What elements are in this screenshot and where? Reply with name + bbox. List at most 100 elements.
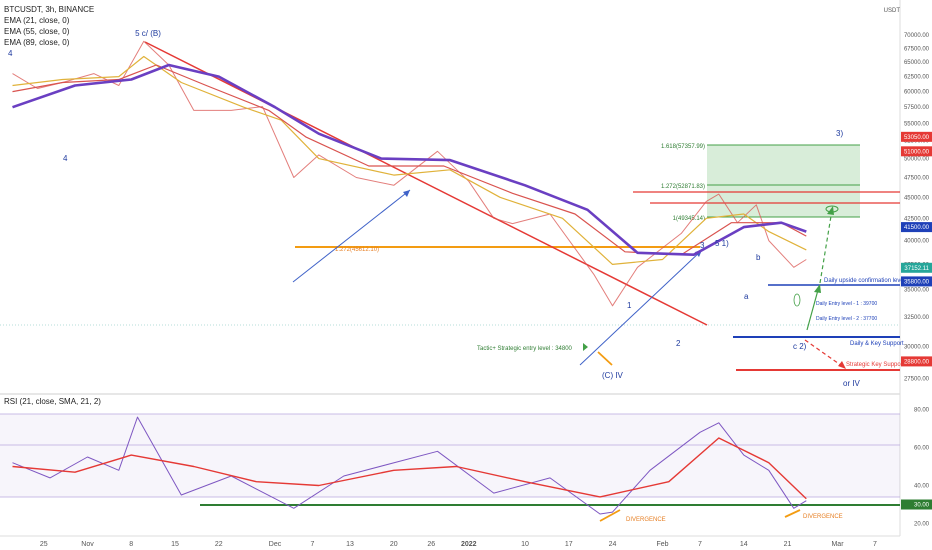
upside-projection-solid <box>806 289 819 331</box>
price-tick-label: 50000.00 <box>904 157 930 163</box>
entry-ellipse <box>793 293 801 307</box>
upside-arrow-head-1 <box>814 284 821 293</box>
price-divergence-mark <box>597 351 613 366</box>
wave-label-c2: c 2) <box>793 342 807 351</box>
time-tick-label: 8 <box>129 541 133 548</box>
target-ellipse <box>825 205 839 213</box>
price-tick-label: 62500.00 <box>904 75 930 81</box>
ema-89-label: EMA (89, close, 0) <box>4 38 70 47</box>
price-tick-label: 40000.00 <box>904 239 930 245</box>
time-tick-label: 25 <box>40 541 48 548</box>
price-tick-label: 27500.00 <box>904 376 930 382</box>
time-tick-label: 7 <box>873 541 877 548</box>
series-line-0 <box>12 40 807 307</box>
rsi-divergence-label-2: DIVERGENCE <box>803 514 843 520</box>
time-tick-label: 20 <box>390 541 398 548</box>
time-tick-label: 22 <box>215 541 223 548</box>
price-tick-label: 45000.00 <box>904 195 930 201</box>
fib-label-1618: 1.618(57357.99) <box>661 144 705 150</box>
fib-label-1: 1(49345.14) <box>673 216 705 222</box>
time-tick-label: Feb <box>656 541 668 548</box>
downtrend-line <box>144 41 708 326</box>
upside-arrow-head-2 <box>827 206 834 215</box>
daily-upside-confirmation-label: Daily upside confirmation level <box>824 278 905 284</box>
price-tag-box <box>901 276 932 287</box>
time-tick-label: Mar <box>831 541 844 548</box>
price-tick-label: 55000.00 <box>904 122 930 128</box>
strategic-key-support-label: Strategic Key Support <box>846 362 905 368</box>
time-tick-label: 13 <box>346 541 354 548</box>
time-tick-label: Dec <box>269 541 282 548</box>
daily-key-support-label: Daily & Key Support <box>850 341 904 347</box>
price-tick-label: 35000.00 <box>904 288 930 294</box>
fib-label-orange: 1.272(45612.10) <box>335 247 379 253</box>
wave-label-a: a <box>744 292 749 301</box>
rsi-title: RSI (21, close, SMA, 21, 2) <box>4 397 101 406</box>
price-tag-box <box>901 222 932 233</box>
fib-target-zone <box>707 145 860 217</box>
tactic-entry-label: Tactic+ Strategic entry level : 34800 <box>477 346 573 352</box>
price-tick-label: 30000.00 <box>904 344 930 350</box>
time-tick-label: 21 <box>784 541 792 548</box>
wave-label-1: 1 <box>627 301 632 310</box>
wave-label-or-IV: or IV <box>843 379 861 388</box>
price-tick-label: 47500.00 <box>904 175 930 181</box>
time-tick-label: Nov <box>81 541 94 548</box>
price-tag-box <box>901 131 932 142</box>
price-tag-text: 41500.00 <box>904 225 930 231</box>
price-tick-label: 42500.00 <box>904 216 930 222</box>
projection-line-2 <box>579 249 703 366</box>
price-tick-label: 60000.00 <box>904 90 930 96</box>
series-line-2 <box>12 64 807 256</box>
wave-label-4-mid: 4 <box>63 154 68 163</box>
price-tick-label: 65000.00 <box>904 60 930 66</box>
rsi-level-tag-text: 30.00 <box>914 503 930 509</box>
wave-label-3-target: 3) <box>836 129 843 138</box>
rsi-line-0 <box>12 416 807 515</box>
rsi-line-1 <box>12 437 807 500</box>
time-tick-label: 15 <box>171 541 179 548</box>
time-tick-label: 7 <box>698 541 702 548</box>
rsi-series <box>12 416 807 515</box>
projection-arrow-head-1 <box>403 190 410 197</box>
wave-label-2: 2 <box>676 339 681 348</box>
rsi-divergence-label-1: DIVERGENCE <box>626 517 666 523</box>
price-tick-label: 32500.00 <box>904 315 930 321</box>
wave-label-b: b <box>756 253 761 262</box>
time-tick-label: 14 <box>740 541 748 548</box>
rsi-tick-label: 20.00 <box>914 522 930 528</box>
price-tick-label: 70000.00 <box>904 33 930 39</box>
price-series <box>12 40 807 307</box>
currency-label: USDT <box>884 8 901 14</box>
price-tag-text: 35800.00 <box>904 279 930 285</box>
wave-label-4-left: 4 <box>8 49 13 58</box>
fib-label-1272: 1.272(52871.83) <box>661 184 705 190</box>
projection-line-1 <box>292 189 411 283</box>
rsi-band <box>0 414 900 497</box>
rsi-divergence-mark-1 <box>599 509 621 522</box>
price-tick-label: 57500.00 <box>904 105 930 111</box>
price-tag-text: 51000.00 <box>904 149 930 155</box>
time-tick-label: 17 <box>565 541 573 548</box>
time-tick-label: 24 <box>609 541 617 548</box>
price-tag-text: 37152.11 <box>904 266 929 272</box>
upside-projection-dashed <box>819 209 833 284</box>
rsi-axis: 80.00 60.00 40.00 20.00 30.00 <box>901 408 932 528</box>
rsi-divergence-mark-2 <box>784 509 801 518</box>
price-tag-text: 28800.00 <box>904 359 930 365</box>
chart-title: BTCUSDT, 3h, BINANCE <box>4 5 95 14</box>
series-line-1 <box>12 55 807 265</box>
price-tag-box <box>901 262 932 273</box>
series-line-3 <box>12 63 807 256</box>
downside-projection <box>804 339 843 367</box>
wave-label-3: 3 <box>700 241 705 250</box>
daily-entry-2-label: Daily Entry level - 2 : 37700 <box>816 316 877 322</box>
wave-label-5cB: 5 c/ (B) <box>135 29 161 38</box>
time-tick-label: 7 <box>311 541 315 548</box>
chart-legend: BTCUSDT, 3h, BINANCE EMA (21, close, 0) … <box>4 4 94 48</box>
rsi-tick-label: 60.00 <box>914 446 930 452</box>
wave-label-CIV: (C) IV <box>602 371 624 380</box>
price-tag-box <box>901 356 932 367</box>
